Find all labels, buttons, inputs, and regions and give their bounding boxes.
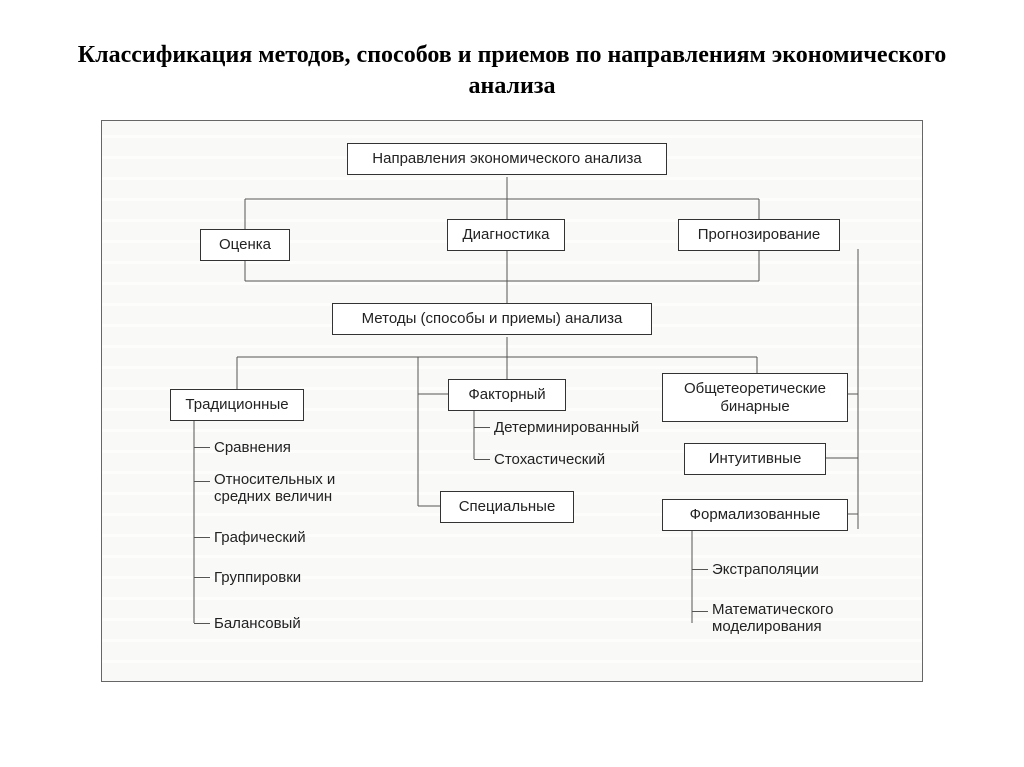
node-intuitive: Интуитивные	[684, 443, 826, 474]
node-methods: Методы (способы и приемы) анализа	[332, 303, 652, 334]
node-root: Направления экономического анализа	[347, 143, 667, 174]
leaf-traditional-2: Графический	[214, 529, 306, 546]
diagram-canvas: Направления экономического анализа Оценк…	[101, 120, 923, 682]
leaf-factor-0: Детерминированный	[494, 419, 639, 436]
leaf-formalized-1: Математического моделирования	[712, 601, 872, 635]
leaf-traditional-3: Группировки	[214, 569, 301, 586]
node-traditional: Традиционные	[170, 389, 304, 420]
node-evaluate: Оценка	[200, 229, 290, 260]
leaf-traditional-1: Относительных и средних величин	[214, 471, 364, 505]
page-title: Классификация методов, способов и приемо…	[0, 0, 1024, 120]
leaf-traditional-4: Балансовый	[214, 615, 301, 632]
leaf-factor-1: Стохастический	[494, 451, 605, 468]
leaf-traditional-0: Сравнения	[214, 439, 291, 456]
node-theoretical: Общетеоретические бинарные	[662, 373, 848, 422]
node-formalized: Формализованные	[662, 499, 848, 530]
leaf-formalized-0: Экстраполяции	[712, 561, 819, 578]
node-special: Специальные	[440, 491, 574, 522]
node-factor: Факторный	[448, 379, 566, 410]
node-diagnostic: Диагностика	[447, 219, 565, 250]
node-forecast: Прогнозирование	[678, 219, 840, 250]
